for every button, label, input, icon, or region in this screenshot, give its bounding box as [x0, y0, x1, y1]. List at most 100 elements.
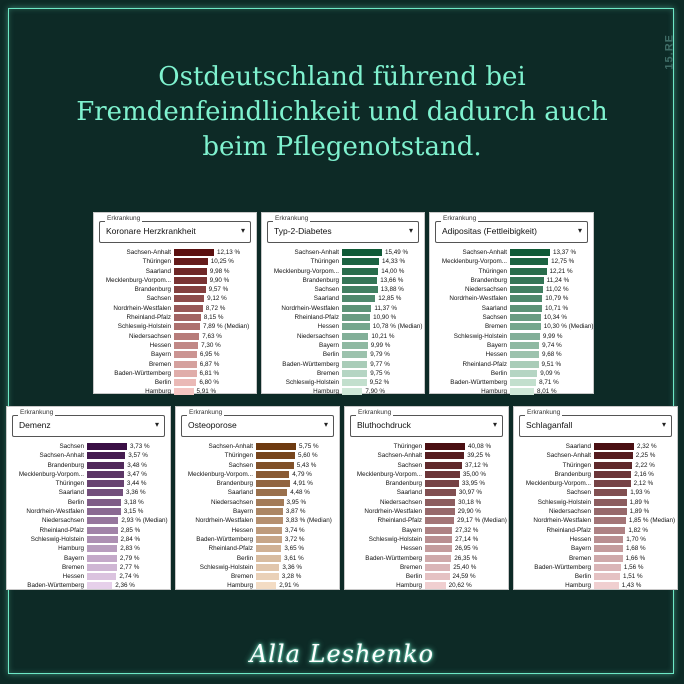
bar-row: Saarland 10,71 % [435, 304, 588, 313]
bar-row: Schleswig-Holstein 9,52 % [267, 378, 419, 387]
state-label: Rheinland-Pfalz [462, 360, 507, 368]
bar-row: Sachsen 5,43 % [181, 461, 334, 470]
value-label: 8,71 % [539, 379, 559, 387]
bar [256, 480, 291, 488]
state-label: Niedersachsen [128, 332, 171, 340]
bar [594, 554, 623, 562]
bar [87, 498, 122, 506]
select-label: Erkrankung [441, 215, 479, 222]
chevron-down-icon: ▾ [323, 420, 328, 429]
value-label: 7,89 % (Median) [203, 323, 250, 331]
bar-chart: Sachsen-Anhalt 5,75 % Thüringen 5,60 % Sachs… [181, 442, 334, 591]
value-label: 11,37 % [374, 304, 398, 312]
bar [342, 369, 368, 377]
bar-row: Hessen 3,74 % [181, 526, 334, 535]
bar [174, 249, 214, 256]
state-label: Hessen [231, 526, 253, 534]
disease-select[interactable]: Erkrankung Bluthochdruck ▾ [350, 409, 503, 437]
state-label: Bremen [61, 563, 84, 571]
state-label: Nordrhein-Westfalen [533, 517, 591, 525]
state-label: Niedersachsen [296, 332, 339, 340]
state-label: Mecklenburg-Vorpom... [273, 267, 339, 275]
bar [425, 489, 456, 497]
bar-row: Hessen 10,78 % (Median) [267, 322, 423, 331]
value-label: 5,60 % [298, 452, 318, 460]
bar-row: Rheinland-Pfalz 29,17 % (Median) [350, 516, 507, 525]
bar [510, 360, 539, 368]
state-label: Hamburg [313, 388, 339, 396]
chart-panel: Erkrankung Bluthochdruck ▾ Thüringen 40,08 %… [344, 406, 509, 590]
state-label: Rheinland-Pfalz [294, 314, 339, 322]
bar-row: Brandenburg 33,95 % [350, 479, 503, 488]
disease-select[interactable]: Erkrankung Osteoporose ▾ [181, 409, 334, 437]
disease-select[interactable]: Erkrankung Koronare Herzkrankheit ▾ [99, 215, 251, 243]
state-label: Brandenburg [302, 276, 339, 284]
value-label: 4,48 % [290, 489, 310, 497]
bar-row: Brandenburg 9,57 % [99, 285, 251, 294]
bar [87, 508, 121, 516]
bar [174, 388, 194, 396]
bar [174, 258, 208, 266]
bar-chart: Sachsen-Anhalt 15,49 % Thüringen 14,33 % Mec… [267, 248, 423, 397]
value-label: 3,74 % [285, 526, 305, 534]
bar [425, 573, 450, 581]
state-label: Rheinland-Pfalz [208, 545, 253, 553]
disease-select[interactable]: Erkrankung Typ-2-Diabetes ▾ [267, 215, 419, 243]
state-label: Baden-Württemberg [450, 379, 507, 387]
bar-row: Mecklenburg-Vorpom... 9,90 % [99, 276, 251, 285]
bar [425, 526, 453, 534]
bar-row: Schleswig-Holstein 3,36 % [181, 563, 334, 572]
bar-chart: Saarland 2,32 % Sachsen-Anhalt 2,25 % Thürin… [519, 442, 675, 591]
disease-select[interactable]: Erkrankung Demenz ▾ [12, 409, 165, 437]
state-label: Schleswig-Holstein [453, 332, 507, 340]
value-label: 40,08 % [468, 443, 492, 450]
bar-row: Bremen 9,75 % [267, 369, 419, 378]
chevron-down-icon: ▾ [661, 420, 666, 429]
value-label: 37,12 % [465, 461, 489, 469]
chart-panel: Erkrankung Adipositas (Fettleibigkeit) ▾ Sa… [429, 212, 594, 396]
bar [87, 582, 113, 590]
disease-select[interactable]: Erkrankung Adipositas (Fettleibigkeit) ▾ [435, 215, 588, 243]
disease-select[interactable]: Erkrankung Schlaganfall ▾ [519, 409, 672, 437]
bar-row: Brandenburg 3,48 % [12, 461, 165, 470]
state-label: Mecklenburg-Vorpom... [187, 470, 253, 478]
bar [256, 517, 283, 525]
state-label: Nordrhein-Westfalen [113, 304, 171, 312]
bar-row: Hessen 2,74 % [12, 572, 165, 581]
bar-row: Saarland 30,97 % [350, 488, 503, 497]
value-label: 1,93 % [630, 489, 650, 497]
bar-row: Hessen 1,70 % [519, 535, 672, 544]
bar-row: Bremen 3,28 % [181, 572, 334, 581]
value-label: 8,15 % [203, 314, 224, 322]
value-label: 2,84 % [120, 535, 141, 543]
bar-row: Hamburg 5,91 % [99, 387, 251, 396]
state-label: Bayern [64, 554, 84, 562]
bar-row: Berlin 6,80 % [99, 378, 251, 387]
value-label: 6,95 % [199, 351, 220, 359]
bar [342, 360, 368, 368]
value-label: 13,88 % [380, 286, 404, 294]
bar [342, 267, 379, 275]
value-label: 2,85 % [120, 526, 141, 534]
state-label: Baden-Württemberg [365, 554, 422, 562]
bar [87, 535, 118, 543]
bar-row: Berlin 1,51 % [519, 572, 672, 581]
bar-row: Bayern 9,74 % [435, 341, 588, 350]
value-label: 3,48 % [127, 461, 147, 469]
value-label: 30,97 % [458, 489, 482, 497]
state-label: Berlin [574, 573, 591, 581]
value-label: 9,68 % [542, 351, 562, 359]
bar-row: Rheinland-Pfalz 3,65 % [181, 544, 334, 553]
bar-row: Schleswig-Holstein 9,99 % [435, 332, 588, 341]
value-label: 13,37 % [553, 249, 577, 256]
value-label: 39,25 % [467, 452, 491, 460]
bar [174, 304, 203, 312]
value-label: 3,61 % [284, 554, 304, 562]
bar-row: Bremen 6,87 % [99, 360, 251, 369]
state-label: Saarland [227, 489, 253, 497]
state-label: Brandenburg [47, 461, 84, 469]
value-label: 2,93 % (Median) [121, 517, 168, 525]
state-label: Niedersachsen [210, 498, 253, 506]
bar [174, 276, 207, 284]
chart-panel: Erkrankung Koronare Herzkrankheit ▾ Sachsen… [93, 212, 257, 396]
